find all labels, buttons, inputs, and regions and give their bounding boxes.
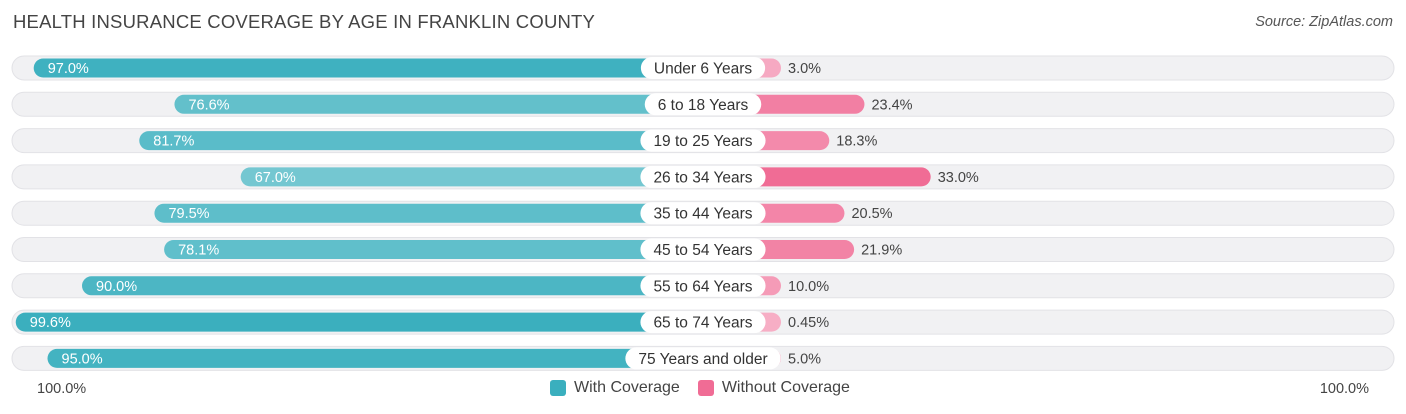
category-label: 75 Years and older [638,351,767,368]
category-pill [640,238,766,261]
legend-with-coverage[interactable]: With Coverage [550,379,680,397]
with-coverage-value: 81.7% [153,134,194,150]
category-label: 65 to 74 Years [653,315,752,332]
category-pill [640,274,766,297]
chart-title: HEALTH INSURANCE COVERAGE BY AGE IN FRAN… [13,11,596,32]
with-coverage-value: 76.6% [188,97,229,113]
without-coverage-value: 0.45% [788,315,829,331]
source-label: Source: ZipAtlas.com [1255,14,1393,30]
chart-row: 67.0% 33.0% 26 to 34 Years [11,164,1395,190]
category-label: 6 to 18 Years [658,97,749,114]
with-coverage-bar [47,348,703,368]
without-coverage-value: 18.3% [836,134,877,150]
with-coverage-bar [164,240,704,259]
with-coverage-value: 95.0% [62,351,103,367]
legend-with-swatch [550,380,566,396]
without-coverage-value: 10.0% [788,279,829,295]
chart-row: 78.1% 21.9% 45 to 54 Years [11,237,1395,262]
category-label: 55 to 64 Years [653,278,752,295]
with-coverage-bar [174,94,703,114]
chart-row: 76.6% 23.4% 6 to 18 Years [11,91,1395,117]
legend-without-swatch [697,380,714,396]
category-label: Under 6 Years [654,61,752,78]
with-coverage-bar [240,167,703,187]
category-label: 35 to 44 Years [653,206,752,223]
axis-right-label: 100.0% [1319,381,1369,397]
without-coverage-value: 5.0% [788,351,821,367]
category-label: 45 to 54 Years [653,242,752,259]
axis-left-label: 100.0% [37,381,87,397]
legend-with-label: With Coverage [574,379,680,396]
without-coverage-value: 23.4% [871,97,912,113]
category-pill [625,347,781,370]
with-coverage-value: 79.5% [168,206,209,222]
with-coverage-bar [82,276,703,296]
without-coverage-value: 33.0% [938,170,979,186]
legend: With Coverage Without Coverage [550,379,868,397]
category-pill [640,165,766,188]
with-coverage-bar [33,58,703,78]
chart-row: 79.5% 20.5% 35 to 44 Years [11,200,1395,226]
legend-without-label: Without Coverage [721,379,850,396]
without-coverage-value: 20.5% [851,206,892,222]
with-coverage-bar [139,131,703,151]
chart-row: 99.6% 0.45% 65 to 74 Years [11,309,1395,335]
category-label: 26 to 34 Years [653,169,752,186]
with-coverage-value: 78.1% [178,243,219,259]
chart-row: 95.0% 5.0% 75 Years and older [11,345,1395,371]
category-pill [644,93,762,116]
category-pill [640,202,766,225]
with-coverage-bar [15,312,703,332]
with-coverage-bar [154,203,703,223]
chart-row: 90.0% 10.0% 55 to 64 Years [11,273,1395,299]
category-pill [640,129,766,152]
category-label: 19 to 25 Years [653,133,752,150]
with-coverage-value: 99.6% [30,315,71,331]
without-coverage-value: 3.0% [788,61,821,77]
with-coverage-value: 90.0% [96,279,137,295]
chart-row: 81.7% 18.3% 19 to 25 Years [11,128,1395,154]
with-coverage-value: 97.0% [48,61,89,77]
category-pill [640,57,766,79]
with-coverage-value: 67.0% [255,170,296,186]
legend-without-coverage[interactable]: Without Coverage [697,379,850,397]
chart-row: 97.0% 3.0% Under 6 Years [11,55,1395,81]
without-coverage-value: 21.9% [861,243,902,259]
category-pill [640,311,766,334]
